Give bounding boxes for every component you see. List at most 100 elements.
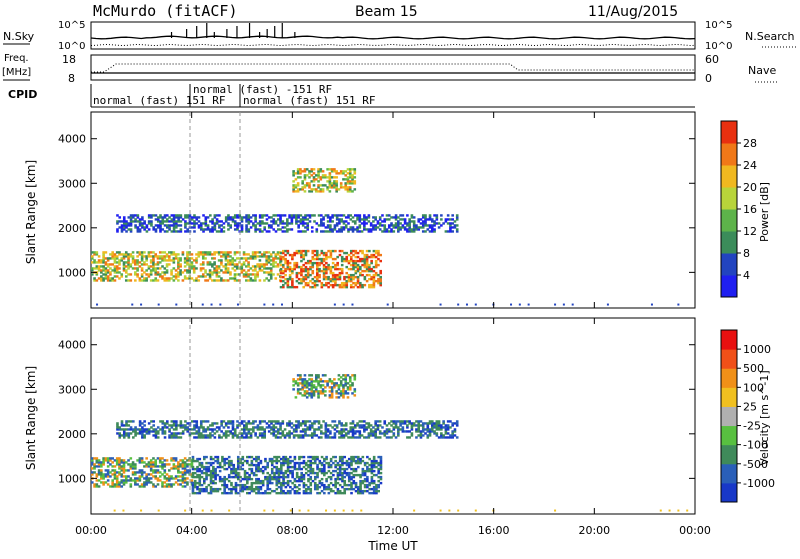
range-cell — [339, 376, 343, 379]
range-cell — [218, 434, 221, 437]
range-cell — [97, 261, 101, 264]
range-cell — [313, 481, 317, 485]
range-cell — [225, 491, 229, 495]
range-cell — [295, 479, 299, 483]
range-cell — [113, 257, 117, 260]
range-cell — [381, 432, 384, 435]
range-cell — [129, 218, 133, 221]
range-cell — [329, 487, 333, 491]
range-cell — [152, 255, 155, 258]
range-cell — [415, 430, 418, 433]
range-cell — [320, 455, 324, 459]
range-cell — [282, 479, 285, 483]
range-cell — [198, 489, 202, 493]
range-cell — [299, 382, 302, 385]
range-cell — [403, 422, 407, 425]
range-cell — [246, 459, 249, 463]
range-cell — [369, 224, 373, 227]
range-cell — [106, 469, 110, 472]
range-cell — [141, 218, 144, 221]
range-cell — [272, 214, 276, 217]
range-cell — [363, 275, 367, 279]
range-cell — [323, 467, 326, 471]
range-cell — [297, 436, 300, 439]
range-cell — [440, 426, 443, 429]
range-cell — [334, 459, 337, 463]
range-cell — [231, 267, 235, 270]
range-cell — [350, 457, 353, 461]
range-cell — [159, 216, 162, 219]
range-cell — [351, 392, 354, 395]
range-cell — [170, 485, 173, 488]
range-cell — [270, 461, 274, 465]
range-cell — [378, 420, 382, 423]
range-cell — [158, 273, 162, 276]
range-cell — [205, 485, 208, 489]
range-cell — [129, 220, 133, 223]
range-cell — [293, 483, 297, 487]
range-cell — [91, 273, 94, 276]
range-cell — [141, 216, 144, 219]
range-cell — [317, 394, 320, 397]
range-cell — [143, 279, 146, 282]
range-cell — [375, 491, 378, 495]
range-cell — [321, 170, 325, 173]
range-cell — [437, 222, 441, 225]
range-cell — [183, 481, 187, 484]
range-cell — [370, 269, 373, 273]
range-cell — [326, 436, 330, 439]
range-cell — [251, 265, 255, 268]
range-cell — [152, 434, 156, 437]
range-cell — [335, 426, 339, 429]
range-cell — [331, 257, 335, 261]
noise-search-label: N.Search — [745, 30, 795, 43]
range-cell — [147, 255, 151, 258]
range-cell — [650, 303, 653, 306]
range-cell — [147, 479, 151, 482]
range-cell — [358, 420, 362, 423]
range-cell — [127, 469, 130, 472]
range-cell — [286, 277, 290, 281]
range-cell — [163, 469, 167, 472]
range-cell — [304, 430, 307, 433]
range-cell — [383, 228, 387, 231]
range-cell — [216, 489, 220, 493]
range-cell — [273, 477, 276, 481]
range-cell — [317, 390, 320, 393]
range-cell — [288, 422, 291, 425]
range-cell — [314, 390, 318, 393]
range-cell — [220, 420, 223, 423]
range-cell — [279, 424, 282, 427]
range-cell — [339, 182, 343, 185]
range-cell — [415, 420, 418, 423]
range-cell — [93, 471, 96, 474]
range-cell — [270, 420, 273, 423]
range-cell — [261, 432, 264, 435]
range-cell — [163, 424, 167, 427]
range-cell — [257, 477, 260, 481]
range-cell — [175, 224, 178, 227]
range-cell — [284, 267, 287, 271]
range-cell — [446, 222, 450, 225]
range-cell — [304, 283, 308, 287]
range-cell — [344, 376, 348, 379]
colorbar-swatch — [721, 121, 737, 144]
range-cell — [359, 487, 362, 491]
range-cell — [156, 263, 160, 266]
range-cell — [368, 249, 371, 253]
range-cell — [230, 459, 233, 463]
range-cell — [363, 485, 367, 489]
range-cell — [305, 168, 309, 171]
range-cell — [174, 253, 178, 256]
range-cell — [340, 267, 344, 271]
range-cell — [279, 436, 282, 439]
range-cell — [571, 303, 574, 306]
range-cell — [147, 465, 151, 468]
range-cell — [309, 463, 313, 467]
range-cell — [374, 255, 378, 259]
range-cell — [97, 259, 101, 262]
range-cell — [325, 485, 328, 489]
range-cell — [353, 168, 357, 171]
range-cell — [347, 253, 351, 257]
range-cell — [209, 424, 212, 427]
